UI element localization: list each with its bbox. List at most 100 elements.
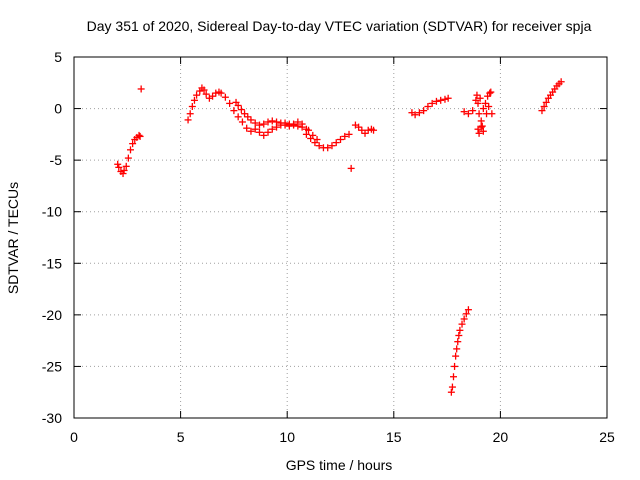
- data-point: [268, 117, 276, 125]
- data-point: [114, 160, 122, 168]
- data-point: [200, 86, 208, 94]
- data-point: [447, 388, 455, 396]
- data-point: [126, 146, 134, 154]
- data-point: [424, 103, 432, 111]
- data-point: [464, 306, 472, 314]
- data-point: [193, 91, 201, 99]
- data-point: [420, 107, 428, 115]
- y-tick-label: -10: [42, 204, 62, 220]
- data-point: [120, 166, 128, 174]
- data-point: [241, 110, 249, 118]
- data-point: [444, 94, 452, 102]
- data-point: [188, 103, 196, 111]
- data-point: [234, 113, 242, 121]
- plot-frame: [73, 56, 608, 419]
- data-point: [298, 120, 306, 128]
- data-point: [488, 110, 496, 118]
- data-point: [485, 103, 493, 111]
- data-point: [290, 120, 298, 128]
- data-series: [114, 78, 565, 396]
- data-point: [260, 131, 268, 139]
- data-point: [260, 120, 268, 128]
- data-point: [255, 128, 263, 136]
- y-tick-label: 5: [54, 49, 62, 65]
- y-tick-label: -5: [50, 152, 63, 168]
- data-point: [411, 111, 419, 119]
- data-point: [441, 95, 449, 103]
- data-point: [273, 123, 281, 131]
- data-point: [475, 110, 483, 118]
- data-point: [226, 99, 234, 107]
- data-point: [328, 142, 336, 150]
- data-point: [209, 92, 217, 100]
- data-point: [455, 331, 463, 339]
- data-point: [464, 110, 472, 118]
- data-point: [347, 164, 355, 172]
- data-point: [479, 127, 487, 135]
- x-tick-label: 20: [493, 429, 509, 445]
- data-point: [476, 94, 484, 102]
- data-point: [557, 78, 565, 86]
- data-point: [186, 110, 194, 118]
- data-point: [136, 132, 144, 140]
- data-point: [358, 126, 366, 134]
- x-tick-label: 5: [177, 429, 185, 445]
- grid: [74, 57, 607, 418]
- y-tick-label: -20: [42, 307, 62, 323]
- data-point: [337, 136, 344, 144]
- data-point: [243, 124, 251, 132]
- x-tick-label: 10: [279, 429, 295, 445]
- data-point: [234, 101, 242, 109]
- data-point: [315, 142, 323, 150]
- data-point: [458, 320, 466, 328]
- data-point: [251, 119, 259, 127]
- data-point: [341, 132, 349, 140]
- data-point: [251, 125, 259, 133]
- data-point: [247, 116, 255, 124]
- data-point: [428, 99, 436, 107]
- y-tick-label: -15: [42, 255, 62, 271]
- data-point: [238, 118, 246, 126]
- data-point: [460, 108, 468, 116]
- data-point: [311, 139, 319, 147]
- axis-ticks: 0 5 10 15 20 25 5 0 -5 -10 -15 -20 -25 -30: [42, 49, 615, 445]
- data-point: [184, 116, 192, 124]
- data-point: [415, 109, 423, 117]
- y-axis-title: SDTVAR / TECUs: [5, 182, 21, 294]
- data-point: [456, 326, 464, 334]
- data-point: [190, 96, 198, 104]
- data-point: [540, 103, 548, 111]
- data-point: [137, 85, 145, 93]
- data-point: [281, 121, 289, 129]
- data-point: [135, 131, 143, 139]
- x-tick-label: 25: [599, 429, 615, 445]
- x-tick-label: 0: [70, 429, 78, 445]
- data-point: [268, 125, 276, 133]
- y-tick-label: -25: [42, 358, 62, 374]
- data-point: [264, 118, 272, 126]
- data-point: [305, 126, 313, 134]
- data-point: [454, 338, 462, 346]
- data-point: [370, 126, 378, 134]
- data-point: [244, 113, 252, 121]
- data-point: [115, 163, 123, 171]
- data-point: [285, 122, 293, 130]
- data-point: [487, 88, 495, 96]
- data-point: [460, 315, 468, 323]
- data-point: [432, 97, 440, 105]
- data-point: [202, 90, 210, 98]
- data-point: [230, 107, 238, 115]
- data-point: [221, 93, 229, 101]
- data-point: [332, 139, 340, 147]
- data-point: [473, 91, 481, 99]
- data-point: [538, 107, 546, 115]
- data-point: [477, 123, 485, 131]
- data-point: [247, 127, 255, 135]
- data-point: [486, 89, 494, 97]
- data-point: [302, 130, 310, 138]
- data-point: [542, 98, 550, 106]
- data-point: [452, 352, 460, 360]
- data-point: [255, 121, 263, 129]
- data-point: [449, 373, 457, 381]
